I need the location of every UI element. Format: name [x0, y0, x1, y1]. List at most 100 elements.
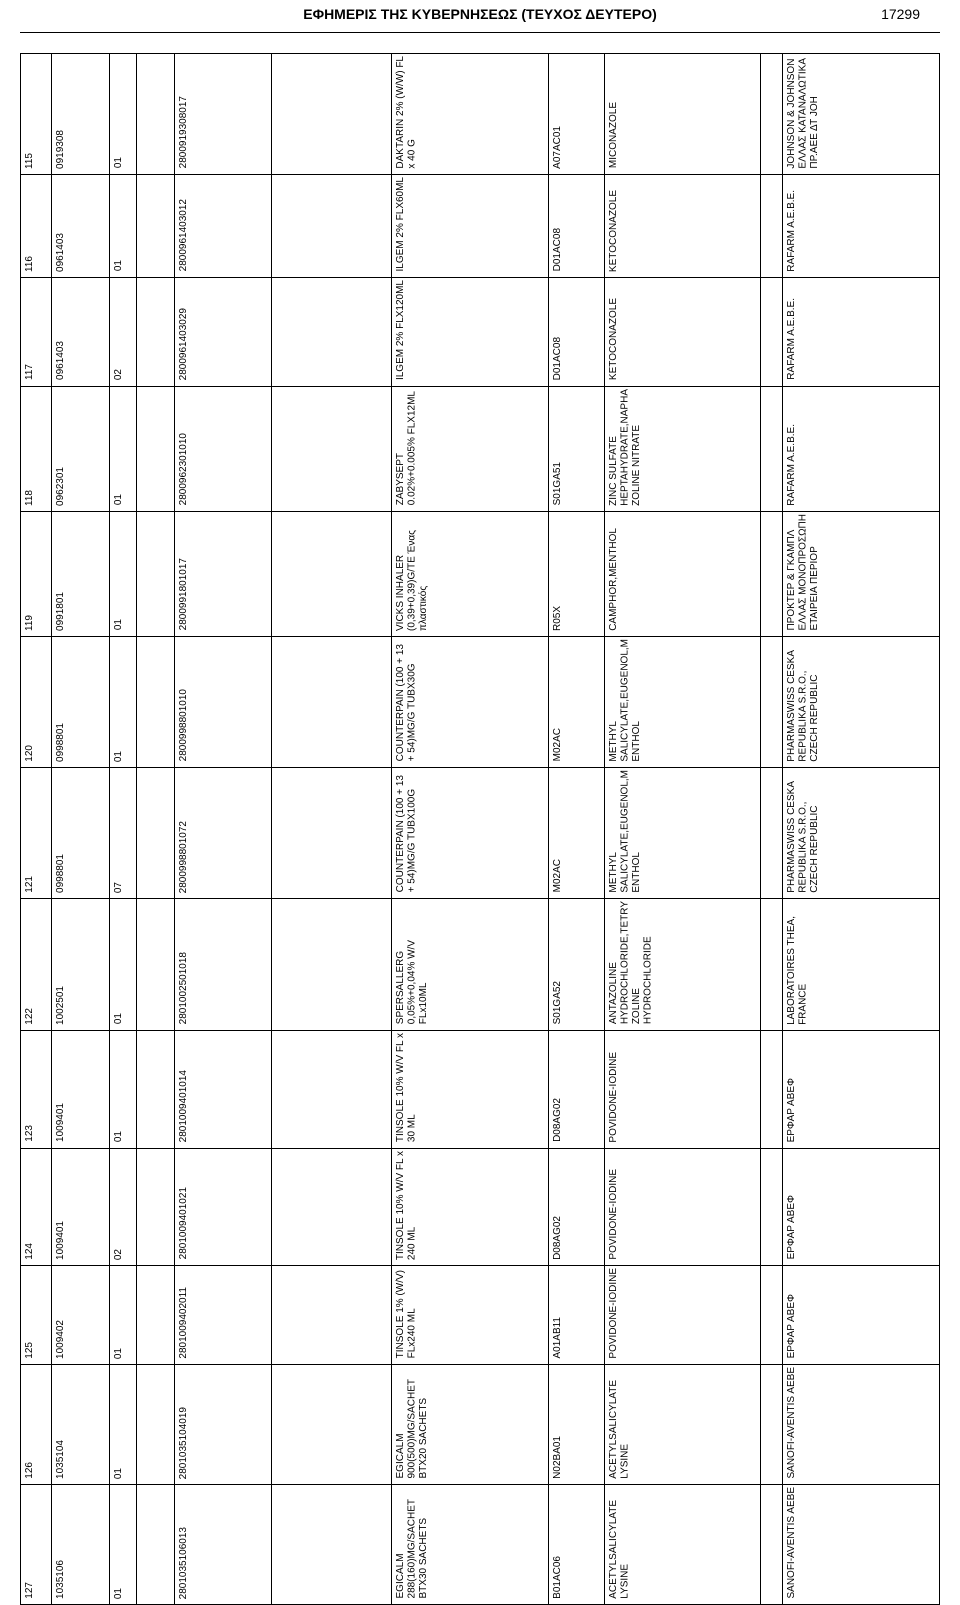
table-row: 1241009401022801009401021TINSOLE 10% W/V… [21, 1148, 940, 1266]
cell-substance: POVIDONE-IODINE [604, 1031, 761, 1149]
cell-barcode: 2800962301010 [175, 386, 271, 511]
table-row: 1261035104012801035104019EGICALM 900(500… [21, 1365, 940, 1485]
cell-product: VICKS INHALER (0,39+0,39)G/TE Ένας πλαστ… [392, 512, 549, 637]
cell-atc: A07AC01 [549, 54, 604, 175]
cell-empty [271, 386, 392, 511]
cell-empty [136, 899, 175, 1031]
table-row: 1200998801012800998801010COUNTERPAIN (10… [21, 637, 940, 768]
cell-atc: M02AC [549, 637, 604, 768]
cell-index: 115 [21, 54, 52, 175]
cell-code1: 1002501 [52, 899, 110, 1031]
cell-index: 121 [21, 768, 52, 899]
cell-barcode: 2801009401021 [175, 1148, 271, 1266]
cell-code1: 0998801 [52, 768, 110, 899]
cell-empty [271, 54, 392, 175]
cell-product: COUNTERPAIN (100 + 13 + 54)MG/G TUBX100G [392, 768, 549, 899]
cell-empty [761, 637, 783, 768]
cell-code2: 01 [110, 1485, 137, 1605]
cell-index: 116 [21, 175, 52, 278]
cell-atc: A01AB11 [549, 1266, 604, 1365]
cell-code2: 01 [110, 175, 137, 278]
cell-code1: 1009401 [52, 1148, 110, 1266]
cell-company: JOHNSON & JOHNSON ΕΛΛΑΣ ΚΑΤΑΝΑΛΩΤΙΚΑ ΠΡ.… [783, 54, 940, 175]
cell-empty [271, 1365, 392, 1485]
cell-product: TINSOLE 1% (W/V) FLx240 ML [392, 1266, 549, 1365]
cell-product: EGICALM 900(500)MG/SACHET BTX20 SACHETS [392, 1365, 549, 1485]
cell-code2: 02 [110, 1148, 137, 1266]
table-row: 1170961403022800961403029ILGEM 2% FLX120… [21, 278, 940, 387]
cell-product: TINSOLE 10% W/V FL x 30 ML [392, 1031, 549, 1149]
cell-empty [761, 768, 783, 899]
cell-barcode: 2800961403029 [175, 278, 271, 387]
cell-atc: S01GA52 [549, 899, 604, 1031]
cell-company: SANOFI-AVENTIS AEBE [783, 1485, 940, 1605]
cell-index: 119 [21, 512, 52, 637]
cell-company: SANOFI-AVENTIS AEBE [783, 1365, 940, 1485]
cell-barcode: 2801009402011 [175, 1266, 271, 1365]
cell-empty [136, 1148, 175, 1266]
cell-empty [271, 899, 392, 1031]
cell-empty [271, 278, 392, 387]
cell-empty [136, 54, 175, 175]
cell-empty [136, 386, 175, 511]
cell-barcode: 2800919308017 [175, 54, 271, 175]
cell-company: ΠΡΟΚΤΕΡ & ΓΚΑΜΠΛ ΕΛΛΑΣ ΜΟΝΟΠΡΟΣΩΠΗ ΕΤΑΙΡ… [783, 512, 940, 637]
table-row: 1150919308012800919308017DAKTARIN 2% (W/… [21, 54, 940, 175]
cell-substance: MICONAZOLE [604, 54, 761, 175]
cell-barcode: 2800998801072 [175, 768, 271, 899]
cell-empty [761, 1148, 783, 1266]
cell-company: RAFARM A.E.B.E. [783, 386, 940, 511]
cell-empty [761, 1266, 783, 1365]
cell-barcode: 2800998801010 [175, 637, 271, 768]
cell-company: PHARMASWISS CESKA REPUBLIKA S.R.O., CZEC… [783, 637, 940, 768]
page-number: 17299 [881, 6, 920, 22]
cell-substance: METHYL SALICYLATE,EUGENOL,M ENTHOL [604, 768, 761, 899]
cell-code1: 1009402 [52, 1266, 110, 1365]
cell-atc: B01AC06 [549, 1485, 604, 1605]
cell-product: TINSOLE 10% W/V FL x 240 ML [392, 1148, 549, 1266]
cell-barcode: 2800991801017 [175, 512, 271, 637]
cell-code2: 01 [110, 54, 137, 175]
cell-empty [271, 1266, 392, 1365]
cell-code2: 01 [110, 1031, 137, 1149]
cell-code2: 01 [110, 1266, 137, 1365]
cell-substance: KETOCONAZOLE [604, 175, 761, 278]
cell-company: ΕΡΦΑΡ ΑΒΕΦ [783, 1148, 940, 1266]
cell-substance: POVIDONE-IODINE [604, 1148, 761, 1266]
table-row: 123100940101 2801009401014 TINSOLE 10% W/V… [21, 1031, 940, 1149]
cell-substance: KETOCONAZOLE [604, 278, 761, 387]
cell-atc: R05X [549, 512, 604, 637]
cell-product: SPERSALLERG 0,05%+0,04% W/V FLx10ML [392, 899, 549, 1031]
cell-empty [136, 175, 175, 278]
cell-barcode: 2801009401014 [175, 1031, 271, 1149]
cell-empty [761, 899, 783, 1031]
table-row: 119099180101 2800991801017 VICKS INHALER (… [21, 512, 940, 637]
cell-code1: 0991801 [52, 512, 110, 637]
cell-substance: METHYL SALICYLATE,EUGENOL,M ENTHOL [604, 637, 761, 768]
cell-index: 123 [21, 1031, 52, 1149]
table-row: 1180962301012800962301010ZABYSEPT 0.02%+… [21, 386, 940, 511]
cell-empty [136, 768, 175, 899]
cell-empty [271, 175, 392, 278]
cell-index: 126 [21, 1365, 52, 1485]
cell-code2: 01 [110, 386, 137, 511]
cell-code2: 01 [110, 512, 137, 637]
cell-empty [761, 512, 783, 637]
cell-empty [761, 278, 783, 387]
cell-company: PHARMASWISS CESKA REPUBLIKA S.R.O., CZEC… [783, 768, 940, 899]
cell-empty [761, 386, 783, 511]
cell-company: ΕΡΦΑΡ ΑΒΕΦ [783, 1266, 940, 1365]
table-row: 1251009402012801009402011TINSOLE 1% (W/V… [21, 1266, 940, 1365]
cell-company: RAFARM A.E.B.E. [783, 278, 940, 387]
cell-empty [136, 1031, 175, 1149]
cell-empty [761, 1365, 783, 1485]
cell-product: EGICALM 288(160)MG/SACHET BTX30 SACHETS [392, 1485, 549, 1605]
cell-code2: 07 [110, 768, 137, 899]
cell-empty [136, 1365, 175, 1485]
cell-barcode: 2800961403012 [175, 175, 271, 278]
cell-index: 118 [21, 386, 52, 511]
cell-index: 120 [21, 637, 52, 768]
cell-atc: D01AC08 [549, 175, 604, 278]
cell-empty [761, 1485, 783, 1605]
cell-code1: 1009401 [52, 1031, 110, 1149]
